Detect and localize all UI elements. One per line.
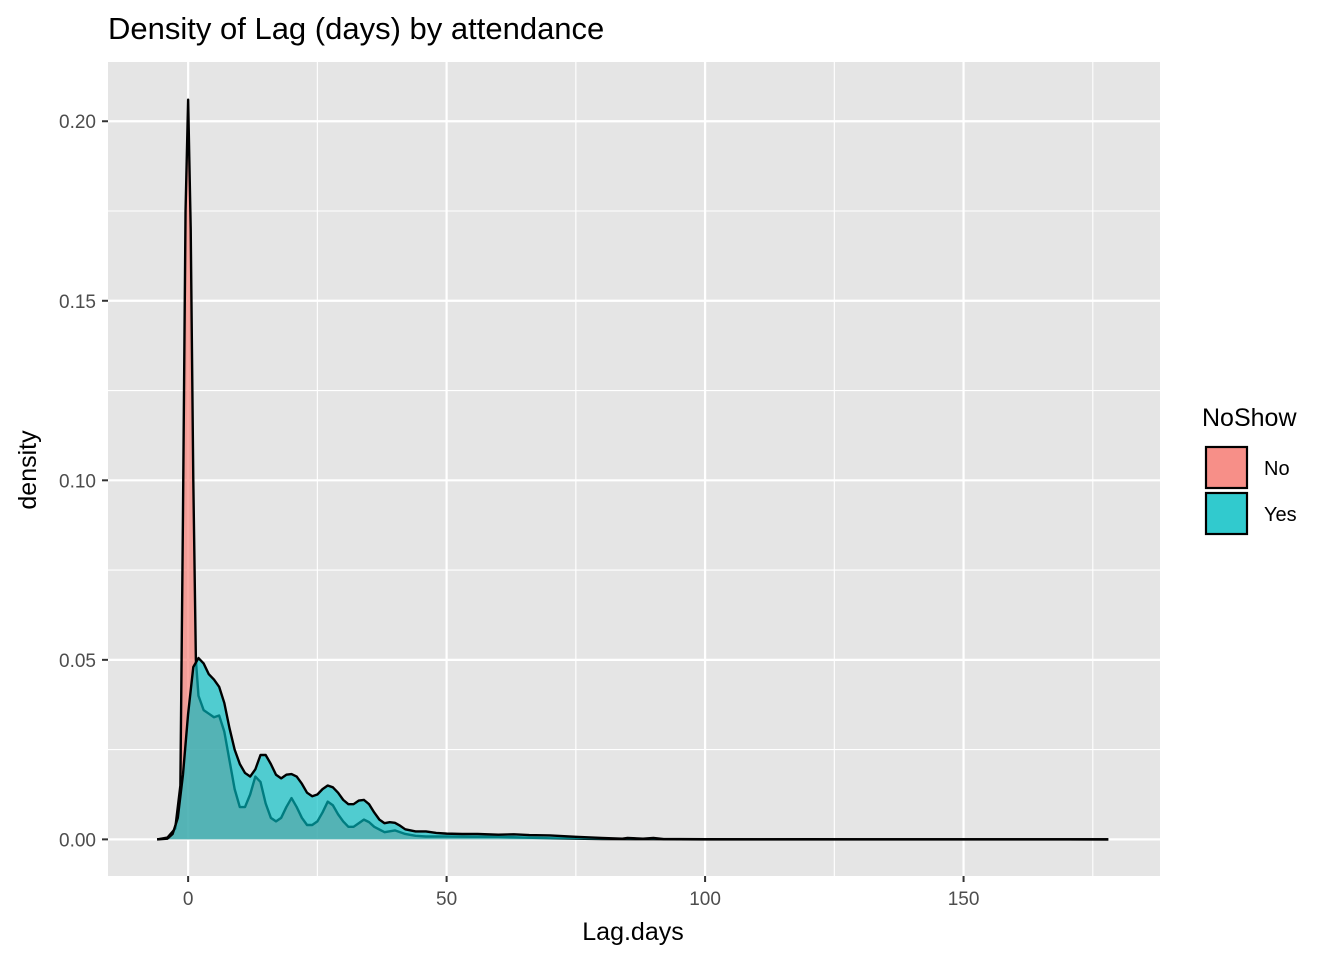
x-axis: 0 50 100 150 [183, 876, 980, 910]
density-area-yes [157, 658, 1109, 840]
x-tick-label-3: 150 [948, 889, 980, 910]
legend-label-yes: Yes [1264, 504, 1297, 526]
series-yes [157, 656, 1109, 841]
y-tick-label-4: 0.20 [59, 112, 96, 133]
legend: NoShow No Yes [1202, 404, 1297, 536]
x-tick-label-1: 50 [436, 889, 457, 910]
y-axis-title: density [14, 430, 42, 510]
y-tick-label-3: 0.15 [59, 292, 96, 313]
legend-swatch-no [1204, 445, 1249, 490]
legend-swatch-yes [1204, 491, 1249, 536]
x-axis-title: Lag.days [582, 918, 683, 946]
legend-label-no: No [1264, 458, 1290, 480]
x-tick-label-2: 100 [689, 889, 721, 910]
minor-gridlines [108, 62, 1160, 876]
chart-title: Density of Lag (days) by attendance [108, 11, 604, 46]
density-series [156, 98, 1109, 841]
y-axis: 0.00 0.05 0.10 0.15 0.20 [59, 112, 108, 851]
legend-entry-yes: Yes [1204, 491, 1297, 536]
y-tick-label-2: 0.10 [59, 471, 96, 492]
y-tick-label-0: 0.00 [59, 830, 96, 851]
legend-entries: No Yes [1204, 445, 1297, 536]
y-tick-label-1: 0.05 [59, 651, 96, 672]
plot-panel [108, 62, 1160, 876]
x-tick-label-0: 0 [183, 889, 194, 910]
density-line-yes [157, 656, 1109, 841]
legend-entry-no: No [1204, 445, 1290, 490]
legend-title: NoShow [1202, 404, 1297, 432]
